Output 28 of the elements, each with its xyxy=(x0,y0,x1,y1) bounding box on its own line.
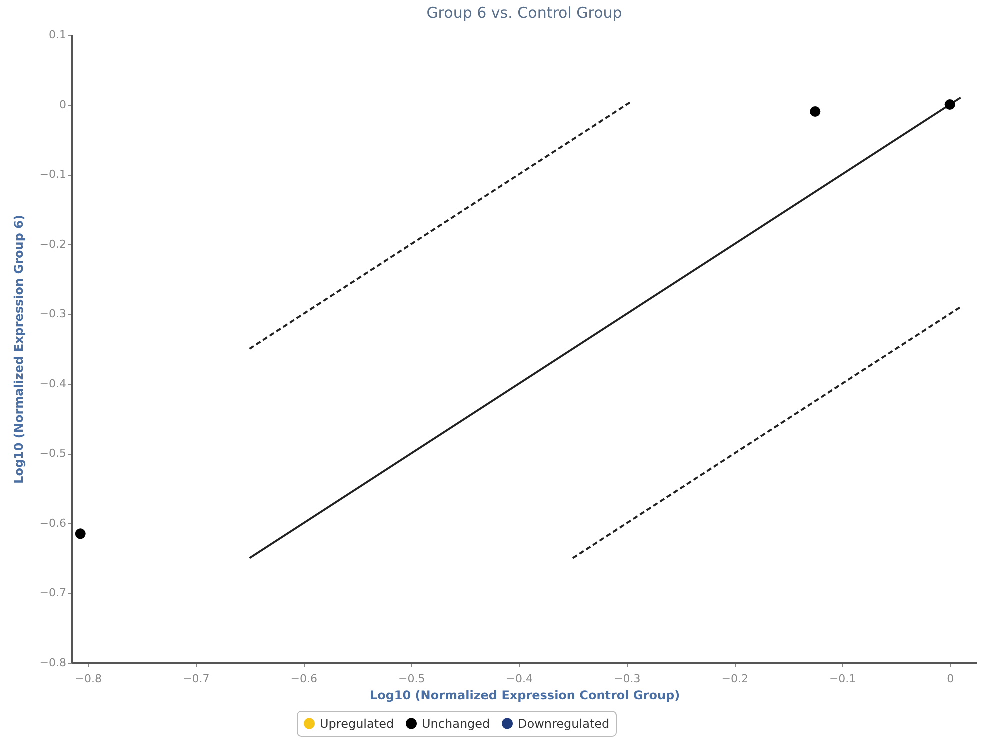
x-tick-label: −0.7 xyxy=(183,672,210,686)
y-tick-label: 0 xyxy=(60,98,66,112)
y-tick-label: −0.5 xyxy=(40,447,66,460)
y-tick-label: −0.1 xyxy=(40,168,66,182)
legend-label: Downregulated xyxy=(518,716,610,731)
x-tick-label: −0.8 xyxy=(75,672,102,686)
x-tick-label: −0.4 xyxy=(506,672,533,686)
y-tick-label: 0.1 xyxy=(49,28,66,42)
legend-label: Unchanged xyxy=(422,716,490,731)
point xyxy=(810,106,821,117)
y-tick-label: −0.3 xyxy=(40,308,66,321)
y-tick-label: −0.4 xyxy=(40,377,66,390)
x-tick-label: −0.6 xyxy=(290,672,318,686)
x-axis-title: Log10 (Normalized Expression Control Group) xyxy=(370,688,680,702)
y-tick-label: −0.6 xyxy=(40,516,66,530)
x-tick-label: −0.3 xyxy=(614,672,641,686)
x-tick-label: 0 xyxy=(947,672,954,686)
y-axis-title: Log10 (Normalized Expression Group 6) xyxy=(12,215,26,484)
x-tick-label: −0.2 xyxy=(722,672,748,686)
x-tick-label: −0.5 xyxy=(398,672,426,686)
point xyxy=(75,528,86,540)
y-tick-label: −0.7 xyxy=(40,586,66,600)
legend-label: Upregulated xyxy=(320,716,394,731)
x-tick-label: −0.1 xyxy=(829,672,856,686)
point xyxy=(944,100,956,110)
chart-title: Group 6 vs. Control Group xyxy=(426,4,622,22)
y-tick-label: −0.8 xyxy=(40,656,66,670)
y-tick-label: −0.2 xyxy=(40,238,66,251)
